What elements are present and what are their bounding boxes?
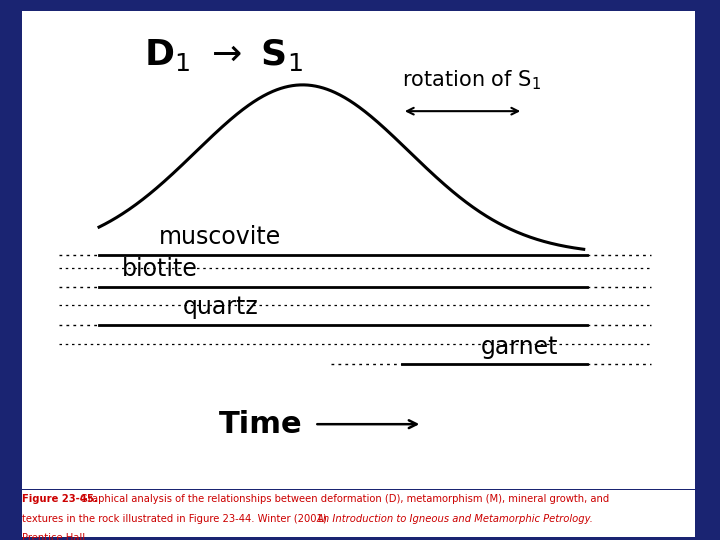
Text: Prentice Hall.: Prentice Hall. (22, 534, 88, 540)
Text: biotite: biotite (122, 257, 197, 281)
Text: muscovite: muscovite (159, 225, 282, 249)
Text: garnet: garnet (481, 335, 559, 359)
Text: Graphical analysis of the relationships between deformation (D), metamorphism (M: Graphical analysis of the relationships … (78, 494, 610, 504)
Text: textures in the rock illustrated in Figure 23-44. Winter (2001): textures in the rock illustrated in Figu… (22, 514, 330, 524)
Text: rotation of S$_1$: rotation of S$_1$ (402, 68, 541, 92)
Text: An Introduction to Igneous and Metamorphic Petrology.: An Introduction to Igneous and Metamorph… (317, 514, 593, 524)
Text: Time: Time (219, 410, 302, 438)
Text: quartz: quartz (182, 295, 258, 319)
Text: Figure 23-45.: Figure 23-45. (22, 494, 97, 504)
Text: D$_1$ $\rightarrow$ S$_1$: D$_1$ $\rightarrow$ S$_1$ (144, 37, 303, 73)
